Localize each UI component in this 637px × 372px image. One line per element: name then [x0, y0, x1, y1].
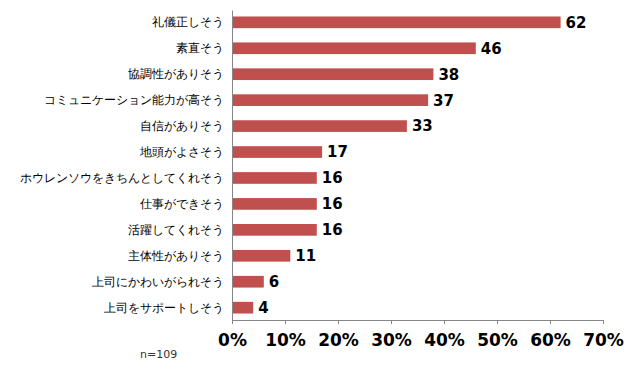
data-label: 37	[433, 92, 454, 110]
x-axis: 0% 10% 20% 30% 40% 50% 60% 70%	[218, 320, 624, 350]
x-tick-label: 30%	[371, 330, 412, 350]
chart-container: 0% 10% 20% 30% 40% 50% 60% 70% 礼儀正しそう素直そう協調性がありそ…	[0, 0, 637, 372]
bar	[232, 16, 561, 28]
data-label: 11	[295, 247, 316, 265]
x-tick-label: 20%	[318, 330, 359, 350]
y-tick: 自信がありそう	[140, 119, 232, 133]
x-tick-label: 50%	[477, 330, 518, 350]
y-tick: コミュニケーション能力が高そう	[44, 93, 232, 107]
y-tick-label: 上司をサポートしそう	[104, 301, 224, 315]
y-tick: 上司をサポートしそう	[104, 301, 232, 315]
x-tick-mark	[232, 320, 233, 324]
bars	[232, 16, 561, 313]
bar	[232, 94, 428, 106]
y-tick: 仕事ができそう	[139, 197, 232, 211]
x-tick: 10%	[265, 320, 306, 350]
data-label: 4	[258, 299, 268, 317]
y-tick-label: 主体性がありそう	[128, 249, 224, 263]
x-tick: 30%	[371, 320, 412, 350]
x-tick-label: 60%	[530, 330, 571, 350]
y-tick-label: コミュニケーション能力が高そう	[44, 93, 224, 107]
data-label: 16	[322, 221, 343, 239]
bar	[232, 172, 317, 184]
y-tick-label: 礼儀正しそう	[152, 15, 224, 29]
x-tick-mark	[391, 320, 392, 324]
bar	[232, 120, 407, 132]
data-labels: 62 46 38 3733 17 16 16 16 11 64	[258, 14, 586, 317]
bar	[232, 68, 433, 80]
x-tick-mark	[550, 320, 551, 324]
y-tick-label: ホウレンソウをきちんとしてくれそう	[20, 171, 224, 185]
data-label: 16	[322, 195, 343, 213]
annotation: n=109	[140, 348, 177, 361]
data-label: 16	[322, 169, 343, 187]
x-tick: 70%	[583, 320, 624, 350]
data-label: 62	[566, 14, 587, 32]
x-tick: 60%	[530, 320, 571, 350]
y-tick-label: 素直そう	[176, 41, 224, 55]
x-tick-label: 40%	[424, 330, 465, 350]
y-tick: 地頭がよさそう	[139, 145, 232, 159]
x-tick-label: 10%	[265, 330, 306, 350]
y-tick-label: 自信がありそう	[140, 119, 224, 133]
bar	[232, 250, 290, 262]
y-tick-label: 協調性がありそう	[128, 67, 224, 81]
data-label: 46	[481, 40, 502, 58]
bar	[232, 276, 264, 288]
y-tick-label: 地頭がよさそう	[139, 145, 224, 159]
y-tick: 素直そう	[176, 41, 232, 55]
y-tick: 協調性がありそう	[128, 67, 232, 81]
x-tick-mark	[338, 320, 339, 324]
data-label: 6	[269, 273, 279, 291]
x-axis-line	[233, 321, 604, 325]
y-tick: 主体性がありそう	[128, 249, 232, 263]
y-tick: ホウレンソウをきちんとしてくれそう	[20, 171, 232, 185]
bar	[232, 224, 317, 236]
y-tick: 礼儀正しそう	[152, 15, 232, 29]
y-tick-label: 活躍してくれそう	[128, 223, 224, 237]
data-label: 17	[327, 143, 348, 161]
data-label: 33	[412, 117, 433, 135]
y-tick-label: 上司にかわいがられそう	[92, 275, 224, 289]
bar	[232, 146, 322, 158]
bar	[232, 302, 253, 314]
y-tick-label: 仕事ができそう	[139, 197, 224, 211]
data-label: 38	[438, 66, 459, 84]
bar	[232, 198, 317, 210]
x-tick: 0%	[218, 320, 247, 350]
y-axis-line	[232, 11, 233, 321]
chart-svg: 0% 10% 20% 30% 40% 50% 60% 70% 礼儀正しそう素直そう協調性がありそ…	[0, 0, 637, 372]
x-tick: 50%	[477, 320, 518, 350]
y-tick: 上司にかわいがられそう	[92, 275, 232, 289]
x-tick-label: 70%	[583, 330, 624, 350]
x-tick: 40%	[424, 320, 465, 350]
x-tick-mark	[285, 320, 286, 324]
y-tick: 活躍してくれそう	[128, 223, 232, 237]
y-axis: 礼儀正しそう素直そう協調性がありそうコミュニケーション能力が高そう自信がありそう…	[20, 11, 233, 321]
x-tick-label: 0%	[218, 330, 247, 350]
x-tick: 20%	[318, 320, 359, 350]
x-tick-mark	[444, 320, 445, 324]
bar	[232, 42, 476, 54]
x-tick-mark	[497, 320, 498, 324]
x-tick-mark	[603, 320, 604, 324]
